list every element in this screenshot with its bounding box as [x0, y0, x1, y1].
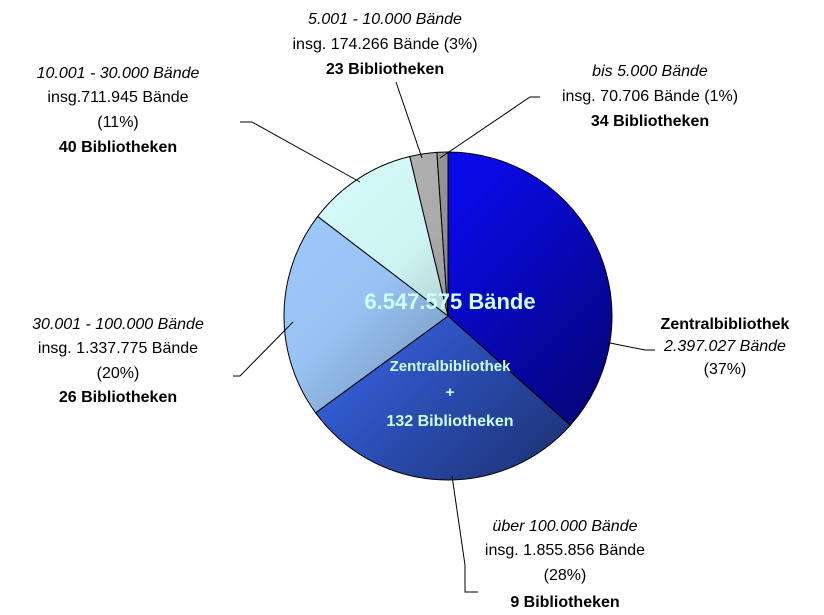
slice-label: über 100.000 Bände [492, 518, 637, 535]
slice-label: 34 Bibliotheken [591, 113, 709, 130]
center-label: 6.547.575 Bände [364, 289, 535, 314]
slice-label-part: 10.001 - 30.000 Bände [37, 65, 200, 82]
slice-label-part: (1%) [704, 88, 738, 105]
slice-label: bis 5.000 Bände [592, 63, 708, 80]
slice-label-part: 40 Bibliotheken [59, 139, 177, 156]
slice-label-part: (28%) [544, 567, 587, 584]
slice-label-part: über 100.000 Bände [492, 518, 637, 535]
slice-label-part: insg.711.945 Bände [47, 89, 188, 106]
slice-label-part: 26 Bibliotheken [59, 389, 177, 406]
slice-label-part: (3%) [444, 36, 478, 53]
slice-label: Zentralbibliothek [661, 316, 790, 333]
slice-label: insg.711.945 Bände [47, 89, 188, 106]
leader-line [609, 342, 655, 351]
slice-label: (37%) [704, 361, 747, 378]
slice-label: 10.001 - 30.000 Bände [37, 65, 200, 82]
slice-label: insg. 1.337.775 Bände [38, 340, 198, 357]
leader-line [395, 81, 423, 159]
leader-line [451, 475, 478, 593]
slice-label: 30.001 - 100.000 Bände [32, 316, 204, 333]
slice-label: 5.001 - 10.000 Bände [308, 11, 462, 28]
slice-label-part: (11%) [97, 114, 139, 131]
slice-label-part: insg. 1.337.775 Bände [38, 340, 198, 357]
center-label: + [446, 384, 455, 401]
slice-label: insg. 174.266 Bände (3%) [292, 36, 477, 53]
slice-label: insg. 1.855.856 Bände [485, 542, 645, 559]
leader-line [233, 321, 294, 377]
slice-label: insg. 70.706 Bände (1%) [562, 88, 738, 105]
center-label: 132 Bibliotheken [386, 413, 513, 430]
slice-label-part: insg. 1.855.856 Bände [485, 542, 645, 559]
slice-label: 9 Bibliotheken [510, 594, 619, 611]
slice-label-part: insg. 174.266 Bände [292, 36, 439, 53]
slice-label-part: 2.397.027 Bände [663, 338, 786, 355]
slice-label-part: Zentralbibliothek [661, 316, 790, 333]
slice-label-part: 30.001 - 100.000 Bände [32, 316, 204, 333]
center-label: Zentralbibliothek [390, 358, 512, 375]
slice-label-part: (37%) [704, 361, 747, 378]
slice-label-part: bis 5.000 Bände [592, 63, 708, 80]
slice-label-part: 34 Bibliotheken [591, 113, 709, 130]
leader-line [439, 96, 540, 159]
slice-label-part: 23 Bibliotheken [326, 61, 444, 78]
slice-label: 23 Bibliotheken [326, 61, 444, 78]
slice-label-part: 5.001 - 10.000 Bände [308, 11, 462, 28]
slice-label-part: insg. 70.706 Bände [562, 88, 700, 105]
slice-label-part: 9 Bibliotheken [510, 594, 619, 611]
slice-label: (28%) [544, 567, 587, 584]
slice-label: (20%) [97, 365, 140, 382]
slice-label: 26 Bibliotheken [59, 389, 177, 406]
slice-label: 40 Bibliotheken [59, 139, 177, 156]
slice-label-part: (20%) [97, 365, 140, 382]
slice-label: 2.397.027 Bände [663, 338, 786, 355]
slice-label: (11%) [97, 114, 139, 131]
leader-line [240, 121, 361, 183]
